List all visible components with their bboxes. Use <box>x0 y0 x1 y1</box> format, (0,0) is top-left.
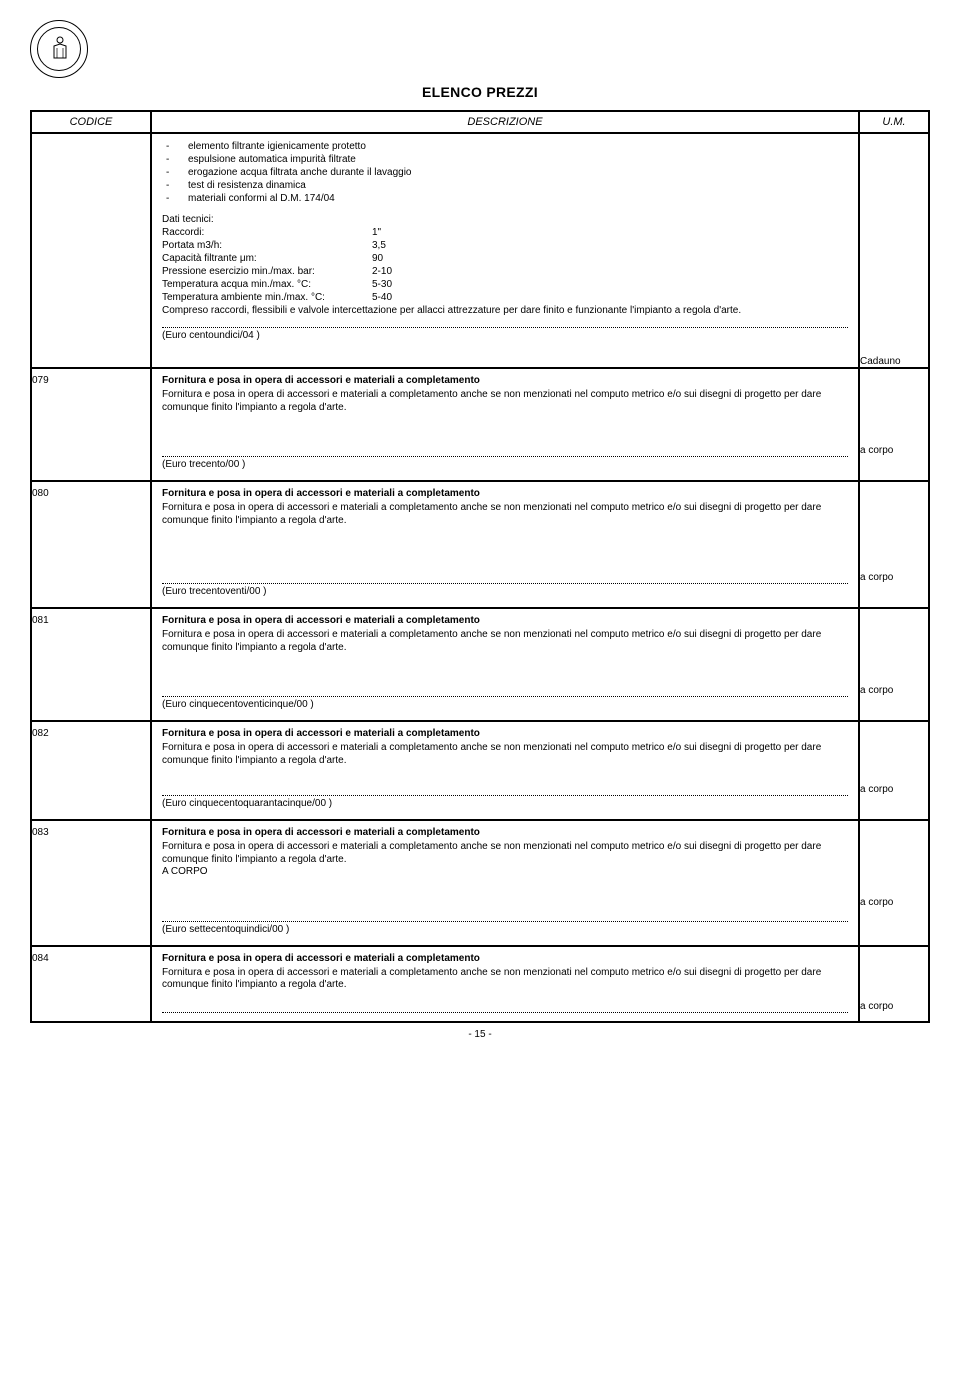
euro-amount: (Euro trecento/00 ) <box>152 459 858 480</box>
item-code: 081 <box>31 608 151 721</box>
dotted-separator <box>162 795 848 796</box>
item-title: Fornitura e posa in opera di accessori e… <box>162 728 848 739</box>
unit-measure: a corpo <box>860 999 928 1012</box>
seal-figure-icon <box>48 34 72 64</box>
table-row: 081 Fornitura e posa in opera di accessor… <box>31 608 929 721</box>
table-row: 080 Fornitura e posa in opera di accessor… <box>31 481 929 608</box>
bullet-item: elemento filtrante igienicamente protett… <box>188 140 366 153</box>
bullet-item: materiali conformi al D.M. 174/04 <box>188 192 335 205</box>
euro-amount: (Euro centoundici/04 ) <box>152 330 858 351</box>
item-body: Fornitura e posa in opera di accessori e… <box>162 841 848 879</box>
dotted-separator <box>162 583 848 584</box>
header-code: CODICE <box>31 111 151 133</box>
tech-key: Pressione esercizio min./max. bar: <box>162 265 372 278</box>
tech-data: Dati tecnici: Raccordi:1" Portata m3/h:3… <box>162 213 848 317</box>
unit-measure: a corpo <box>860 443 928 456</box>
table-row: 079 Fornitura e posa in opera di accessor… <box>31 368 929 481</box>
header-desc: DESCRIZIONE <box>151 111 859 133</box>
page-title: ELENCO PREZZI <box>30 84 930 100</box>
item-title: Fornitura e posa in opera di accessori e… <box>162 615 848 626</box>
page-number: - 15 - <box>30 1029 930 1040</box>
unit-measure-cell: a corpo <box>859 721 929 820</box>
dotted-separator <box>162 921 848 922</box>
unit-measure-cell: a corpo <box>859 608 929 721</box>
tech-val: 5-40 <box>372 291 392 304</box>
item-code: 080 <box>31 481 151 608</box>
item-code: 082 <box>31 721 151 820</box>
table-header-row: CODICE DESCRIZIONE U.M. <box>31 111 929 133</box>
item-title: Fornitura e posa in opera di accessori e… <box>162 375 848 386</box>
unit-measure: a corpo <box>860 895 928 908</box>
unit-measure: a corpo <box>860 782 928 795</box>
unit-measure-cell: a corpo <box>859 820 929 946</box>
unit-measure-cell: a corpo <box>859 368 929 481</box>
tech-val: 1" <box>372 226 381 239</box>
tech-key: Raccordi: <box>162 226 372 239</box>
euro-amount: (Euro trecentoventi/00 ) <box>152 586 858 607</box>
item-body: Fornitura e posa in opera di accessori e… <box>162 389 848 414</box>
item-body: Fornitura e posa in opera di accessori e… <box>162 502 848 527</box>
tech-label: Dati tecnici: <box>162 213 848 226</box>
item-body: Fornitura e posa in opera di accessori e… <box>162 742 848 767</box>
unit-measure-cell: a corpo <box>859 946 929 1022</box>
item-title: Fornitura e posa in opera di accessori e… <box>162 488 848 499</box>
tech-key: Temperatura ambiente min./max. °C: <box>162 291 372 304</box>
logo-area <box>30 20 930 78</box>
unit-measure: a corpo <box>860 683 928 696</box>
dotted-separator <box>162 1012 848 1013</box>
table-row: 082 Fornitura e posa in opera di accessor… <box>31 721 929 820</box>
bullet-item: erogazione acqua filtrata anche durante … <box>188 166 412 179</box>
dotted-separator <box>162 696 848 697</box>
euro-amount: (Euro settecentoquindici/00 ) <box>152 924 858 945</box>
tech-key: Portata m3/h: <box>162 239 372 252</box>
table-row: 083 Fornitura e posa in opera di accessor… <box>31 820 929 946</box>
unit-measure-cell: a corpo <box>859 481 929 608</box>
unit-measure: Cadauno <box>860 354 928 367</box>
header-um: U.M. <box>859 111 929 133</box>
price-list-table: CODICE DESCRIZIONE U.M. -elemento filtra… <box>30 110 930 1023</box>
item-code: 079 <box>31 368 151 481</box>
bullet-item: test di resistenza dinamica <box>188 179 306 192</box>
table-row: -elemento filtrante igienicamente protet… <box>31 133 929 368</box>
tech-val: 3,5 <box>372 239 386 252</box>
item-title: Fornitura e posa in opera di accessori e… <box>162 827 848 838</box>
tech-val: 2-10 <box>372 265 392 278</box>
dotted-separator <box>162 327 848 328</box>
tech-val: 90 <box>372 252 383 265</box>
item-code: 084 <box>31 946 151 1022</box>
table-row: 084 Fornitura e posa in opera di accessor… <box>31 946 929 1022</box>
item-code: 083 <box>31 820 151 946</box>
university-seal-icon <box>30 20 88 78</box>
tech-val: 5-30 <box>372 278 392 291</box>
unit-measure: a corpo <box>860 570 928 583</box>
item-title: Fornitura e posa in opera di accessori e… <box>162 953 848 964</box>
item-body: Fornitura e posa in opera di accessori e… <box>162 967 848 992</box>
euro-amount: (Euro cinquecentoventicinque/00 ) <box>152 699 858 720</box>
dotted-separator <box>162 456 848 457</box>
tech-key: Temperatura acqua min./max. °C: <box>162 278 372 291</box>
bullet-item: espulsione automatica impurità filtrate <box>188 153 356 166</box>
tech-note: Compreso raccordi, flessibili e valvole … <box>162 304 848 317</box>
euro-amount: (Euro cinquecentoquarantacinque/00 ) <box>152 798 858 819</box>
item-body: Fornitura e posa in opera di accessori e… <box>162 629 848 654</box>
bullet-list: -elemento filtrante igienicamente protet… <box>162 140 848 205</box>
tech-key: Capacità filtrante μm: <box>162 252 372 265</box>
